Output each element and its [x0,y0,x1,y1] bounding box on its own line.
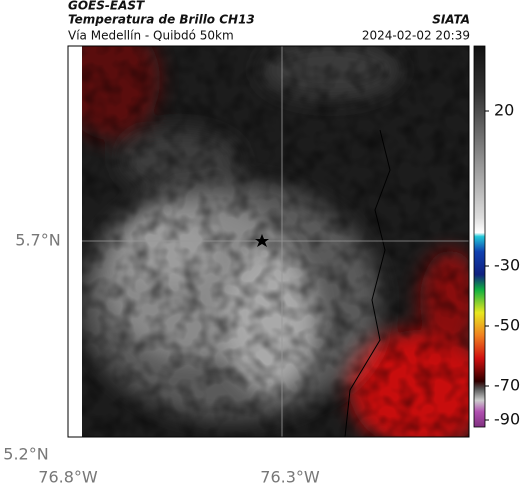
lat-label: 5.2°N [3,445,48,464]
satellite-image [82,46,469,437]
colorbar-tick-label: 20 [494,101,514,120]
lon-label: 76.8°W [38,468,98,487]
title: Temperatura de Brillo CH13 [68,13,255,27]
lon-label: 76.3°W [260,468,320,487]
colorbar [473,45,486,428]
datetime: 2024-02-02 20:39 [362,29,470,43]
colorbar-tick-label: -50 [494,316,520,335]
colorbar-tick-label: -90 [494,410,520,429]
colorbar-tick-label: -70 [494,376,520,395]
subtitle: Vía Medellín - Quibdó 50km [68,29,234,43]
colorbar-ticks: 20 -30 -50 -70 -90 [485,101,520,429]
source: GOES-EAST [68,0,145,13]
org: SIATA [432,13,470,27]
lat-label: 5.7°N [15,231,60,250]
colorbar-tick-label: -30 [494,256,520,275]
